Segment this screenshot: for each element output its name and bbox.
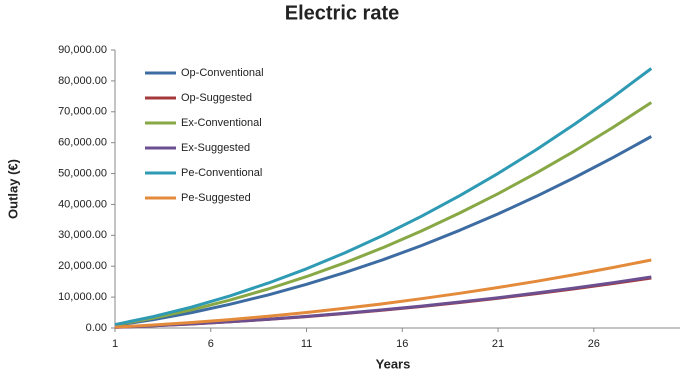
legend-label: Ex-Suggested [181, 142, 250, 154]
legend-label: Pe-Conventional [181, 167, 262, 179]
series-line [114, 135, 653, 327]
y-tick-label: 20,000.00 [58, 260, 107, 272]
x-tick-label: 11 [301, 338, 312, 350]
legend-label: Pe-Suggested [181, 192, 251, 204]
x-axis-title: Years [376, 356, 411, 371]
y-tick-label: 60,000.00 [58, 137, 107, 149]
y-tick-label: 80,000.00 [58, 75, 107, 87]
y-tick-label: 10,000.00 [58, 291, 107, 303]
legend-label: Op-Suggested [181, 92, 252, 104]
y-tick-label: 70,000.00 [58, 106, 107, 118]
legend-label: Op-Conventional [181, 67, 264, 79]
y-tick-label: 50,000.00 [58, 167, 107, 179]
y-tick-label: 40,000.00 [58, 198, 107, 210]
series-line [114, 101, 653, 327]
x-tick-label: 6 [208, 338, 214, 350]
x-tick-label: 26 [588, 338, 600, 350]
series-line [114, 275, 652, 329]
series-line [114, 67, 653, 327]
series-line [114, 258, 652, 329]
chart-title: Electric rate [285, 2, 400, 24]
y-tick-label: 0.00 [86, 322, 107, 334]
y-axis-title: Outlay (€) [5, 159, 20, 219]
y-tick-label: 30,000.00 [58, 229, 107, 241]
legend-label: Ex-Conventional [181, 117, 262, 129]
x-tick-label: 1 [112, 338, 118, 350]
x-tick-label: 21 [492, 338, 504, 350]
y-tick-label: 90,000.00 [58, 44, 107, 56]
x-tick-label: 16 [396, 338, 408, 350]
